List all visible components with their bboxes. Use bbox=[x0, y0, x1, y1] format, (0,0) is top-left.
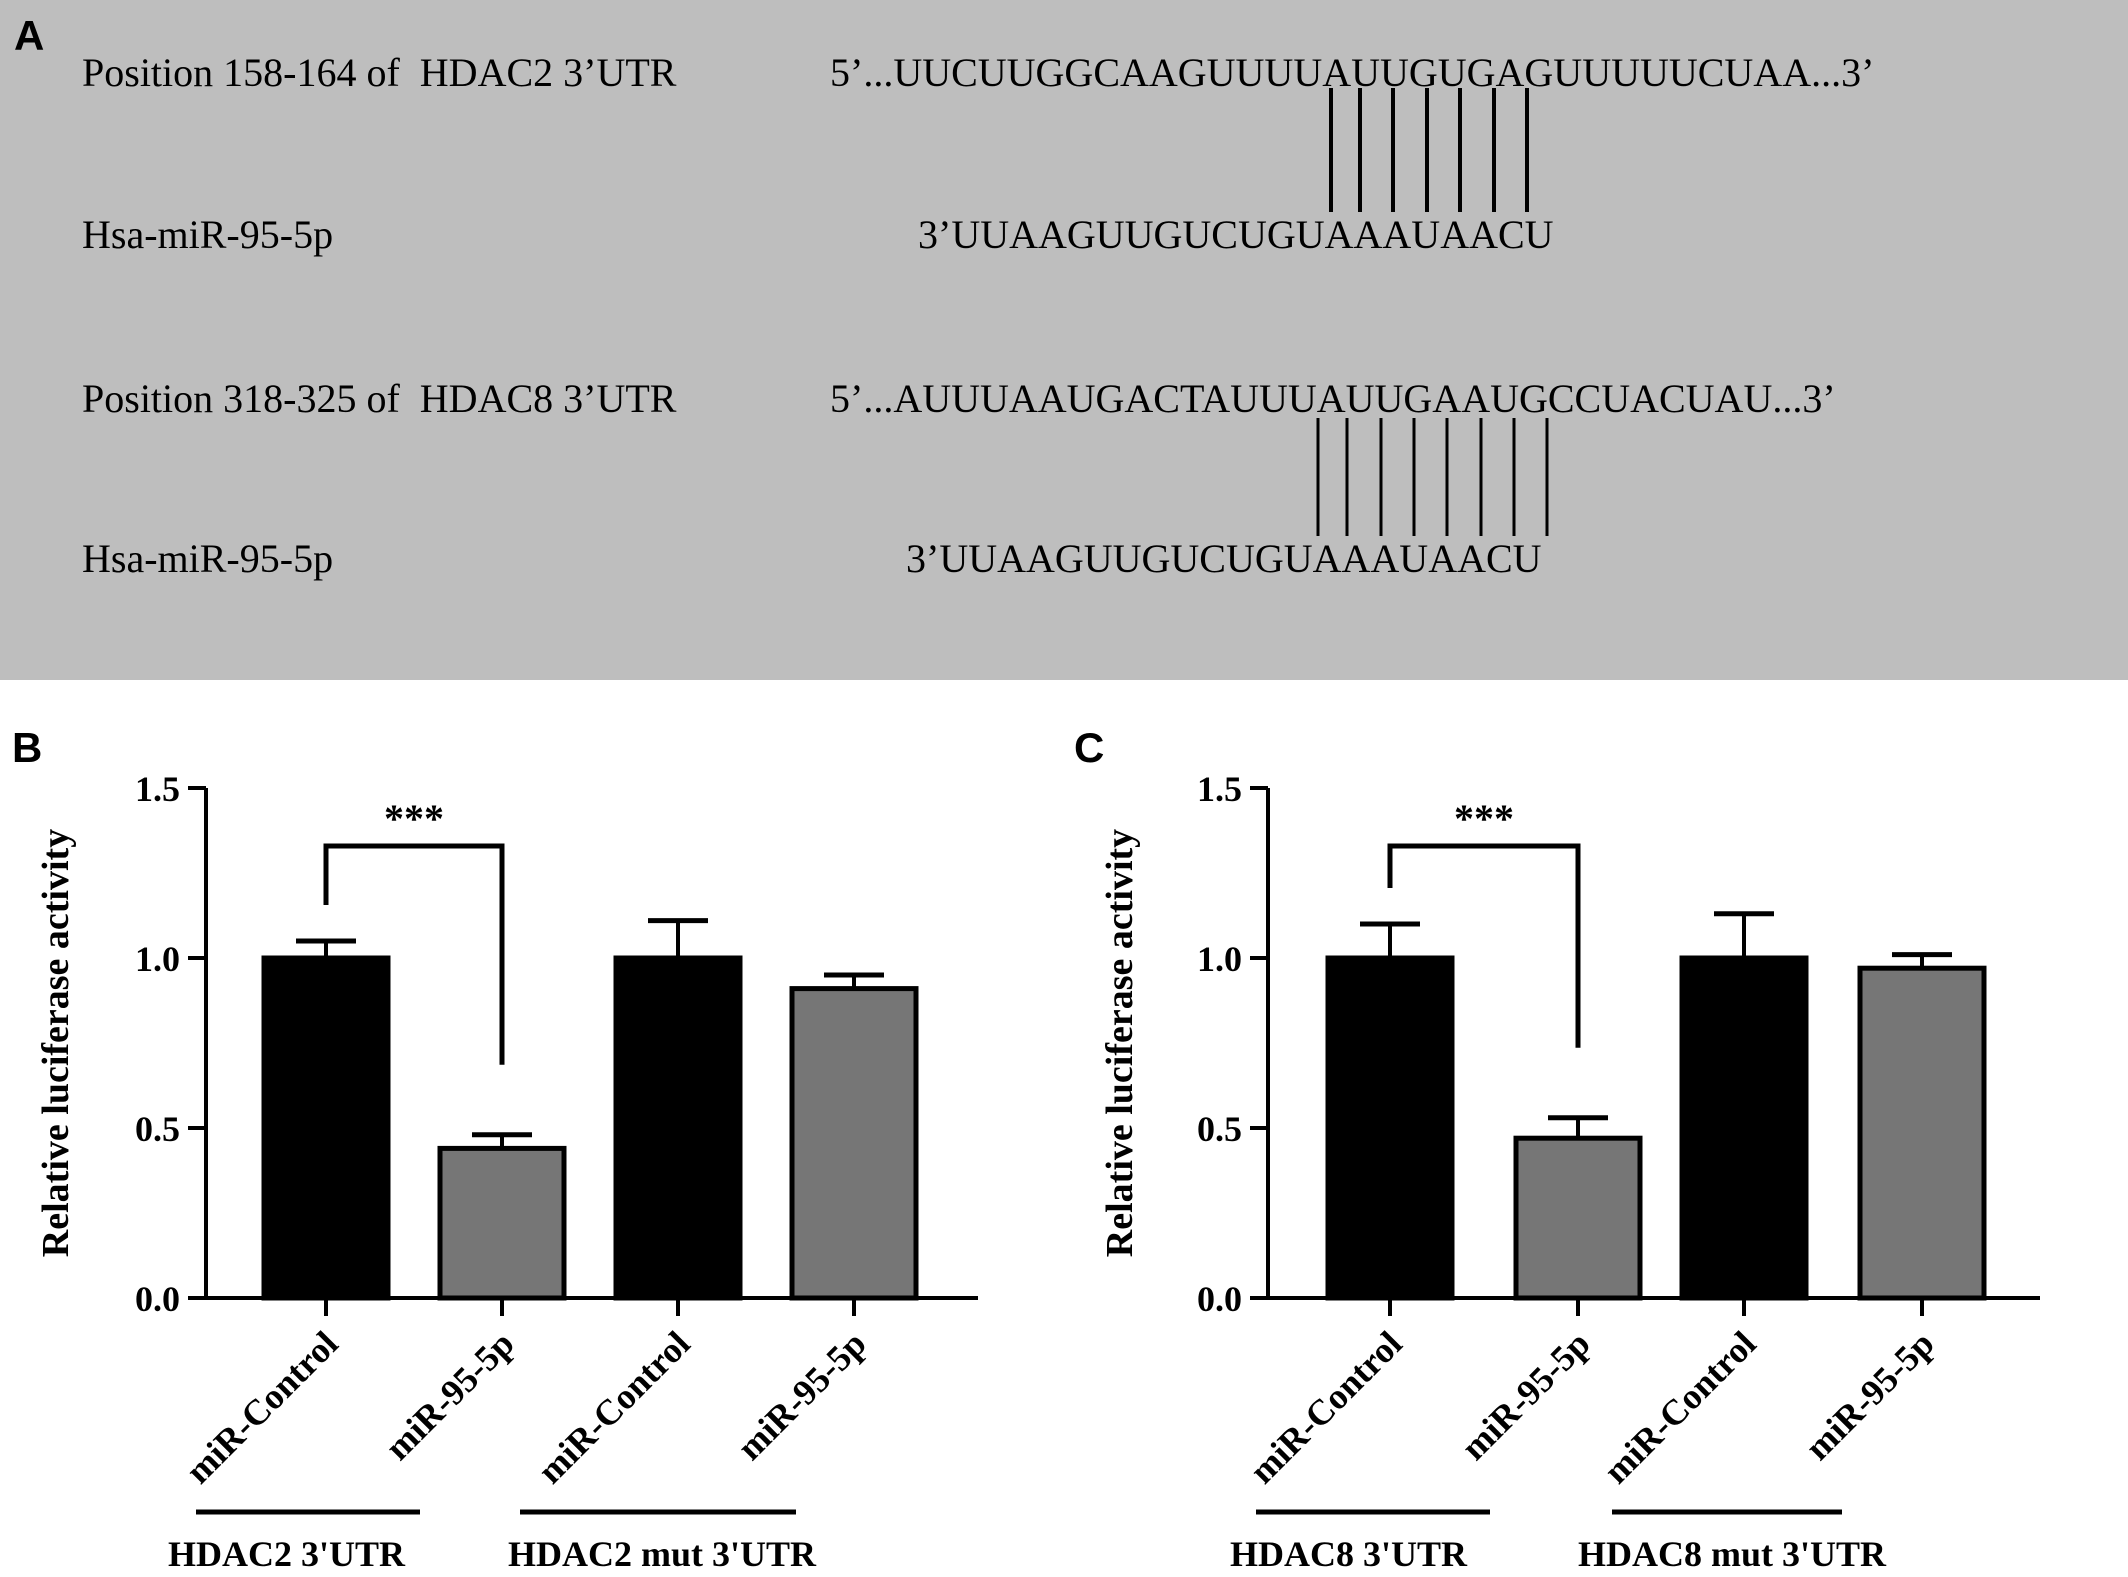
panel-c-bar bbox=[1513, 1135, 1643, 1301]
panel-b-category-label: miR-95-5p bbox=[729, 1323, 873, 1467]
panel-c-y-tick-label: 1.0 bbox=[1197, 939, 1242, 979]
panel-c-letter: C bbox=[1074, 724, 1104, 771]
panel-a-letter: A bbox=[14, 12, 44, 59]
panel-b-significance-bracket bbox=[323, 843, 505, 1065]
panel-c-bar bbox=[1857, 965, 1987, 1301]
panel-b-letter: B bbox=[12, 724, 42, 771]
panel-c-significance-bracket bbox=[1387, 843, 1581, 1048]
panel-b-bar bbox=[613, 955, 743, 1301]
mir95-sequence-1: 3’UUAAGUUGUCUGUAAAUAACU bbox=[918, 212, 1554, 257]
panel-c-significance-label: *** bbox=[1454, 796, 1514, 841]
panel-c-group-label: HDAC8 3'UTR bbox=[1230, 1534, 1468, 1572]
panel-c-y-tick-label: 0.5 bbox=[1197, 1109, 1242, 1149]
panel-c-y-tick-label: 1.5 bbox=[1197, 769, 1242, 809]
mir95-label-1: Hsa-miR-95-5p bbox=[82, 212, 333, 257]
panel-b-category-label: miR-Control bbox=[178, 1323, 346, 1491]
panel-c-y-tick-label: 0.0 bbox=[1197, 1279, 1242, 1319]
hdac8-position-label: Position 318-325 of HDAC8 3’UTR bbox=[82, 376, 677, 421]
panel-b-bar bbox=[437, 1145, 567, 1301]
panel-b-category-label: miR-95-5p bbox=[377, 1323, 521, 1467]
panel-b-group-label: HDAC2 3'UTR bbox=[168, 1534, 406, 1572]
panel-c-bar bbox=[1679, 955, 1809, 1301]
panel-b-significance-label: *** bbox=[384, 796, 444, 841]
panel-b-y-axis-label: Relative luciferase activity bbox=[35, 829, 77, 1257]
panel-b-chart: B 0.0 0.5 1.0 1.5 Relative luciferase activi… bbox=[12, 724, 978, 1574]
panel-c-category-label: miR-Control bbox=[1596, 1323, 1764, 1491]
panel-b-bar bbox=[789, 986, 919, 1301]
panel-c-category-label: miR-Control bbox=[1242, 1323, 1410, 1491]
panel-b-bar bbox=[261, 955, 391, 1301]
panel-a: A Position 158-164 of HDAC2 3’UTR 5’...U… bbox=[0, 0, 2128, 680]
panel-c-category-label: miR-95-5p bbox=[1453, 1323, 1597, 1467]
panel-c-bar bbox=[1325, 955, 1455, 1301]
panel-c-y-axis-label: Relative luciferase activity bbox=[1099, 829, 1141, 1257]
panel-b-category-label: miR-Control bbox=[530, 1323, 698, 1491]
mir95-label-2: Hsa-miR-95-5p bbox=[82, 536, 333, 581]
panel-a-background bbox=[0, 0, 2128, 680]
panel-b-y-tick-label: 1.0 bbox=[135, 939, 180, 979]
hdac2-position-label: Position 158-164 of HDAC2 3’UTR bbox=[82, 50, 677, 95]
panel-b-group-label: HDAC2 mut 3'UTR bbox=[508, 1534, 817, 1572]
hdac2-utr-sequence: 5’...UUCUUGGCAAGUUUUAUUGUGAGUUUUUCUAA...… bbox=[830, 50, 1874, 95]
panel-b-y-tick-label: 0.0 bbox=[135, 1279, 180, 1319]
panel-c-category-label: miR-95-5p bbox=[1797, 1323, 1941, 1467]
panel-b-y-tick-label: 0.5 bbox=[135, 1109, 180, 1149]
panel-c-group-label: HDAC8 mut 3'UTR bbox=[1578, 1534, 1887, 1572]
hdac8-pairing-lines bbox=[1316, 418, 1549, 536]
panel-c-chart: C 0.0 0.5 1.0 1.5 Relative luciferase activi… bbox=[1074, 724, 2040, 1574]
hdac8-utr-sequence: 5’...AUUUAAUGACTAUUUAUUGAAUGCCUACUAU...3… bbox=[830, 376, 1836, 421]
mir95-sequence-2: 3’UUAAGUUGUCUGUAAAUAACU bbox=[906, 536, 1542, 581]
hdac2-pairing-lines bbox=[1329, 88, 1529, 212]
panel-b-y-tick-label: 1.5 bbox=[135, 769, 180, 809]
